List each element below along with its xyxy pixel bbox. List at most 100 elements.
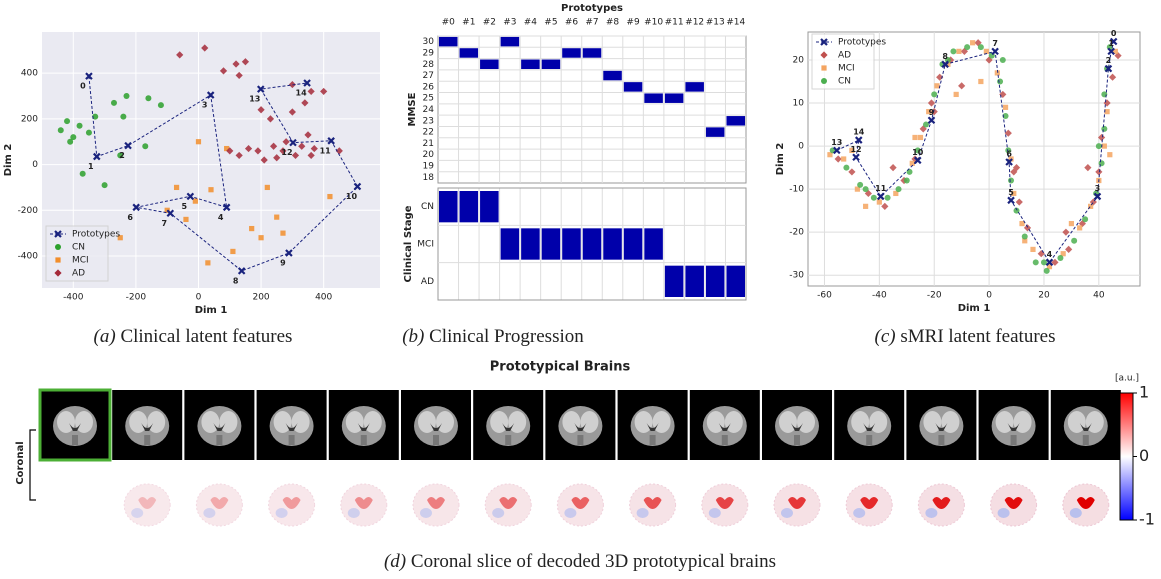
mmse-tile xyxy=(624,82,643,91)
brain-cortex xyxy=(562,411,580,433)
caption-text: sMRI latent features xyxy=(900,326,1055,347)
mmse-tile xyxy=(521,60,540,69)
stage-tile xyxy=(542,228,561,259)
prototype-label: 7 xyxy=(992,39,998,48)
data-point xyxy=(1033,259,1039,265)
x-tick-label: #11 xyxy=(665,18,684,28)
brain-cortex xyxy=(707,411,725,433)
x-tick-label: 400 xyxy=(315,293,332,303)
caption: (d) Coronal slice of decoded 3D prototyp… xyxy=(384,551,776,572)
x-tick-label: #8 xyxy=(606,18,620,28)
legend-label: MCI xyxy=(838,64,855,74)
x-axis-label: Dim 1 xyxy=(195,305,228,316)
data-point xyxy=(931,91,937,97)
brain-cortex xyxy=(57,411,75,433)
prototype-label: 4 xyxy=(1047,250,1053,259)
data-point xyxy=(871,195,877,201)
caption-tag: (c) xyxy=(875,326,896,347)
colorbar-tick-label: 0 xyxy=(1139,446,1149,465)
brain-cortex xyxy=(923,411,941,433)
data-point xyxy=(978,79,983,84)
prototype-label: 6 xyxy=(127,213,133,222)
prototype-label: 10 xyxy=(346,192,358,201)
mmse-tile xyxy=(460,48,479,57)
data-point xyxy=(918,135,923,140)
brain-stem xyxy=(289,435,295,445)
y-tick-label: -10 xyxy=(789,185,804,195)
brain-cortex xyxy=(941,411,959,433)
data-point xyxy=(208,187,213,192)
y-tick-label: 27 xyxy=(423,71,434,81)
data-point xyxy=(1107,152,1112,157)
brain-cortex xyxy=(436,411,454,433)
x-tick-label: -60 xyxy=(817,291,832,301)
prototype-label: 2 xyxy=(1106,56,1112,65)
data-point xyxy=(102,182,108,188)
x-tick-label: #6 xyxy=(565,18,579,28)
caption-text: Clinical latent features xyxy=(120,326,292,347)
stage-tile xyxy=(439,191,458,222)
brain-cortex xyxy=(851,411,869,433)
prototype-label: 9 xyxy=(280,259,286,268)
data-point xyxy=(1096,143,1102,149)
brain-cortex xyxy=(1014,411,1032,433)
diff-map-blue xyxy=(1070,508,1082,518)
diff-map-blue xyxy=(420,508,432,518)
stage-tile xyxy=(562,228,581,259)
y-tick-label: -200 xyxy=(18,206,39,216)
y-tick-label: -30 xyxy=(789,271,804,281)
y-tick-label: 26 xyxy=(423,82,435,92)
data-point xyxy=(970,40,975,45)
y-tick-label: MCI xyxy=(417,240,434,250)
diff-map-blue xyxy=(203,508,215,518)
data-point xyxy=(280,231,285,236)
prototype-label: 6 xyxy=(1006,150,1012,159)
legend-marker xyxy=(821,65,826,70)
legend-marker xyxy=(55,244,61,250)
x-tick-label: #2 xyxy=(483,18,496,28)
y-tick-label: 25 xyxy=(423,94,434,104)
prototype-label: 1 xyxy=(88,162,94,171)
brain-cortex xyxy=(779,411,797,433)
prototype-label: 11 xyxy=(875,184,887,193)
x-tick-label: #12 xyxy=(685,18,704,28)
diff-map-blue xyxy=(492,508,504,518)
prototype-label: 1 xyxy=(1108,39,1114,48)
prototype-label: 5 xyxy=(1008,188,1014,197)
brain-stem xyxy=(216,435,222,445)
legend-label: CN xyxy=(838,77,851,87)
data-point xyxy=(841,156,846,161)
colorbar-label: [a.u.] xyxy=(1115,374,1139,384)
data-point xyxy=(145,95,151,101)
brain-stem xyxy=(361,435,367,445)
prototype-label: 3 xyxy=(1095,184,1101,193)
y-tick-label: -400 xyxy=(18,252,39,262)
x-tick-label: 0 xyxy=(986,291,992,301)
y-tick-label: 21 xyxy=(423,139,434,149)
legend-label: MCI xyxy=(72,256,89,266)
figure: -400-2000200400-400-2000200400Dim 1Dim 2… xyxy=(0,0,1161,579)
data-point xyxy=(265,185,270,190)
diff-map-blue xyxy=(348,508,360,518)
legend-label: CN xyxy=(72,243,85,253)
data-point xyxy=(193,199,198,204)
brain-cortex xyxy=(274,411,292,433)
mmse-tile xyxy=(726,116,745,125)
data-point xyxy=(843,165,849,171)
data-point xyxy=(1099,160,1105,166)
prototype-label: 2 xyxy=(119,151,125,160)
brain-cortex xyxy=(364,411,382,433)
stage-tile xyxy=(521,228,540,259)
prototype-label: 0 xyxy=(1111,29,1117,38)
y-tick-label: 19 xyxy=(423,162,435,172)
caption-tag: (b) xyxy=(402,326,424,347)
prototype-label: 8 xyxy=(942,52,948,61)
prototype-label: 7 xyxy=(162,219,168,228)
legend-label: Prototypes xyxy=(72,230,120,240)
brain-cortex xyxy=(346,411,364,433)
mmse-tile xyxy=(583,48,602,57)
y-tick-label: 23 xyxy=(423,116,434,126)
y-tick-label: AD xyxy=(421,277,434,287)
data-point xyxy=(863,186,869,192)
stage-tile xyxy=(665,266,684,297)
